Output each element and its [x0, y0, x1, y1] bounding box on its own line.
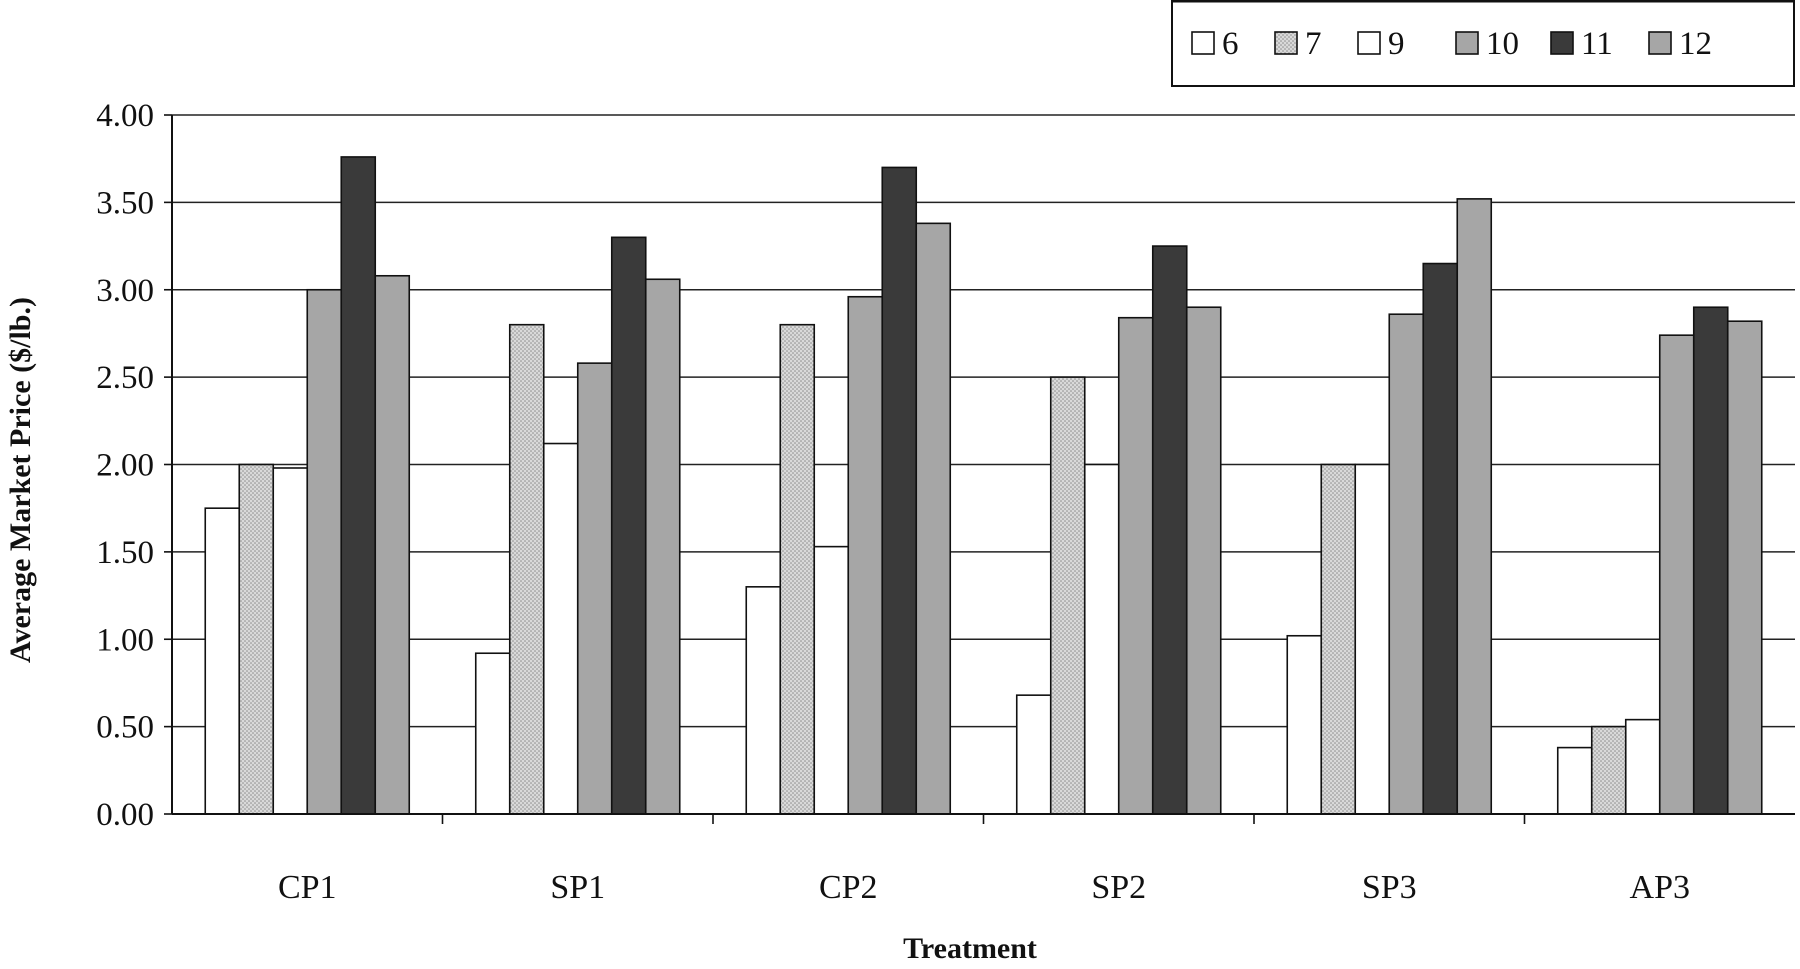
- bar-SP2-series-10: [1117, 316, 1154, 815]
- legend-swatch-9: [1357, 31, 1381, 55]
- bar-SP3-series-6: [1286, 634, 1323, 815]
- legend-swatch-11: [1550, 31, 1574, 55]
- legend-label-9: 9: [1388, 26, 1405, 62]
- bar-CP1-series-7: [238, 463, 275, 815]
- bar-AP3-series-6: [1556, 746, 1593, 815]
- bar-SP3-series-10: [1388, 313, 1425, 815]
- y-tick-label: 2.00: [96, 448, 154, 484]
- bar-SP1-series-11: [610, 236, 647, 815]
- bar-SP2-series-7: [1049, 376, 1086, 815]
- legend-swatch-6: [1191, 31, 1215, 55]
- bar-SP2-series-6: [1015, 694, 1052, 815]
- legend-label-12: 12: [1679, 26, 1712, 62]
- legend-label-7: 7: [1305, 26, 1322, 62]
- y-tick-label: 3.50: [96, 185, 154, 221]
- x-category-label: AP3: [1630, 869, 1690, 906]
- bar-CP2-series-9: [813, 545, 850, 815]
- bar-CP1-series-6: [204, 507, 241, 815]
- y-tick-label: 3.00: [96, 273, 154, 309]
- bar-SP1-series-6: [474, 652, 511, 815]
- gridlines: [172, 114, 1795, 728]
- bar-CP1-series-11: [340, 156, 377, 815]
- bar-SP2-series-12: [1185, 306, 1222, 815]
- bar-AP3-series-7: [1590, 725, 1627, 815]
- y-tick-label: 0.00: [96, 797, 154, 833]
- legend-label-6: 6: [1222, 26, 1239, 62]
- legend-swatch-12: [1648, 31, 1672, 55]
- bar-SP1-series-7: [508, 323, 545, 815]
- y-tick-labels: 0.00 0.50 1.00 1.50 2.00 2.50 3.00 3.50 4.00: [96, 98, 154, 833]
- y-tick-label: 1.50: [96, 535, 154, 571]
- x-category-label: SP1: [550, 869, 605, 906]
- bar-SP1-series-9: [542, 442, 579, 815]
- x-category-label: SP3: [1362, 869, 1417, 906]
- bar-CP2-series-7: [779, 323, 816, 815]
- bar-CP2-series-10: [847, 295, 884, 815]
- legend-label-10: 10: [1486, 26, 1519, 62]
- legend-swatch-7: [1274, 31, 1298, 55]
- bars: [204, 156, 1763, 815]
- x-category-labels: CP1 SP1 CP2 SP2 SP3 AP3: [278, 869, 1690, 906]
- legend: 6 7 9 10 11 12: [1171, 0, 1795, 87]
- legend-swatch-10: [1455, 31, 1479, 55]
- bar-CP1-series-9: [272, 467, 309, 815]
- bar-SP1-series-10: [576, 362, 613, 815]
- bar-CP2-series-12: [915, 222, 952, 815]
- bar-SP3-series-12: [1456, 198, 1493, 815]
- axes: [164, 114, 1795, 824]
- x-axis-title: Treatment: [903, 932, 1037, 965]
- bar-CP2-series-6: [745, 586, 782, 815]
- legend-label-11: 11: [1581, 26, 1613, 62]
- bar-SP3-series-11: [1422, 262, 1459, 815]
- bar-CP2-series-11: [881, 166, 918, 815]
- bar-SP1-series-12: [644, 278, 681, 815]
- bar-SP3-series-7: [1320, 463, 1357, 815]
- x-category-label: CP2: [819, 869, 878, 906]
- bar-SP2-series-9: [1083, 463, 1120, 815]
- bar-AP3-series-10: [1658, 334, 1695, 815]
- y-tick-label: 0.50: [96, 710, 154, 746]
- bar-SP3-series-9: [1354, 463, 1391, 815]
- y-tick-label: 1.00: [96, 622, 154, 658]
- bar-AP3-series-11: [1692, 306, 1729, 815]
- bar-CP1-series-10: [306, 288, 343, 815]
- x-category-label: SP2: [1091, 869, 1146, 906]
- bar-AP3-series-9: [1624, 718, 1661, 815]
- y-tick-label: 2.50: [96, 360, 154, 396]
- y-tick-label: 4.00: [96, 98, 154, 134]
- bar-AP3-series-12: [1726, 320, 1763, 815]
- x-category-label: CP1: [278, 869, 337, 906]
- y-axis-title: Average Market Price ($/lb.): [4, 297, 37, 663]
- bar-CP1-series-12: [374, 274, 411, 815]
- bar-SP2-series-11: [1151, 245, 1188, 815]
